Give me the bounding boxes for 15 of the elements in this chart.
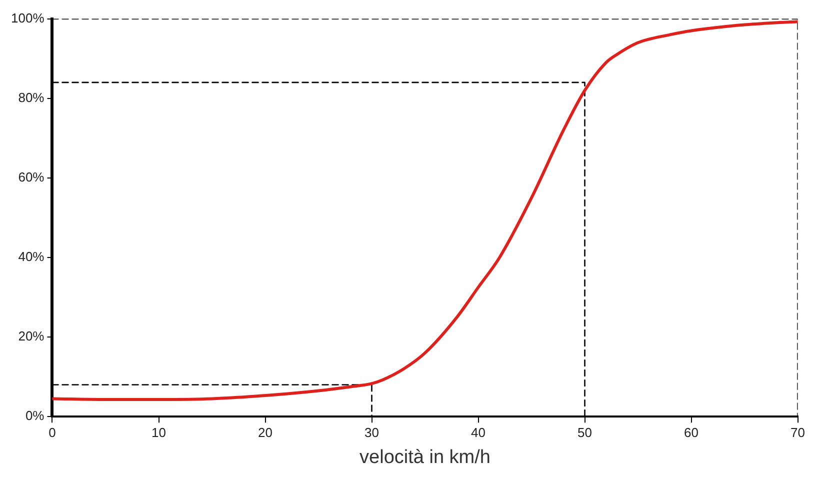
x-tick-label: 10 <box>152 424 166 440</box>
y-tick-label: 100% <box>11 10 45 26</box>
x-tick-label: 20 <box>258 424 272 440</box>
y-tick-label: 20% <box>18 328 45 344</box>
x-tick-label: 30 <box>364 424 379 440</box>
x-tick-label: 50 <box>578 424 592 440</box>
y-tick-label: 80% <box>18 90 45 105</box>
y-tick-label: 60% <box>18 170 45 184</box>
x-tick-label: 40 <box>471 424 486 440</box>
y-tick-label: 0% <box>25 408 45 424</box>
x-axis-title: velocità in km/h <box>360 446 490 468</box>
x-tick-label: 70 <box>790 424 806 440</box>
y-tick-label: 40% <box>18 249 45 264</box>
x-tick-label: 60 <box>684 424 698 440</box>
x-tick-label: 0 <box>48 424 56 440</box>
